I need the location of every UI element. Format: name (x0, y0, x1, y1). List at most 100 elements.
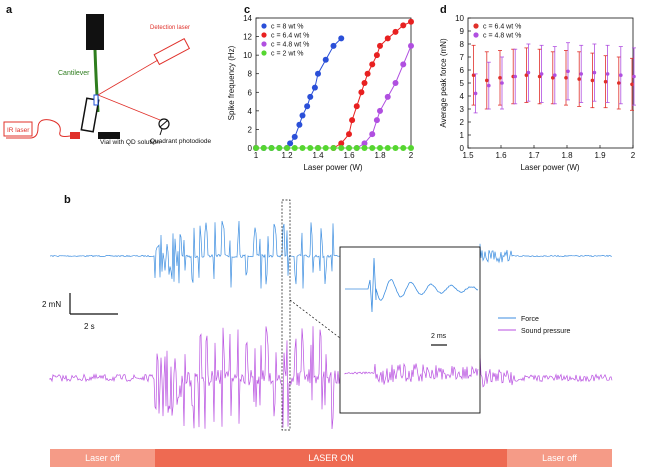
data-point (369, 131, 376, 138)
data-point (400, 22, 407, 29)
data-point (291, 145, 298, 151)
inset-sound-trace (344, 362, 479, 385)
data-point (392, 145, 399, 151)
data-point (408, 18, 414, 25)
data-point (361, 80, 368, 86)
cantilever-mount (86, 14, 104, 50)
data-point (619, 73, 623, 77)
x-tick-label: 1.4 (312, 151, 324, 160)
inset-box (339, 246, 481, 414)
data-point (564, 76, 568, 80)
panel-label-c: c (244, 4, 250, 16)
zoom-window (281, 199, 291, 431)
photodiode-cross (159, 119, 169, 128)
data-point (353, 103, 360, 110)
scale-time-label: 2 s (84, 322, 95, 331)
data-point (369, 61, 376, 68)
data-point (307, 145, 314, 151)
y-tick-label: 10 (243, 51, 252, 60)
y-tick-label: 3 (460, 105, 465, 114)
series-0 (471, 44, 634, 111)
data-point (408, 42, 414, 49)
data-point (617, 81, 621, 85)
y-tick-label: 0 (248, 144, 253, 153)
data-point (592, 70, 597, 75)
cantilever-label: Cantilever (58, 70, 90, 77)
data-point (361, 145, 368, 151)
x-tick-label: 2 (631, 151, 636, 160)
x-tick-label: 1.8 (561, 151, 573, 160)
data-point (384, 145, 391, 151)
y-tick-label: 0 (460, 144, 465, 153)
y-tick-label: 8 (248, 70, 253, 79)
vial-label: Vial with QD solution (100, 139, 160, 146)
data-point (632, 74, 636, 79)
data-point (268, 145, 275, 151)
laser-on-bar: LASER ON (155, 449, 507, 467)
data-point (322, 145, 329, 151)
chart-d: Laser power (W) Average peak force (mN) … (439, 14, 636, 172)
ir-laser-box (3, 121, 33, 137)
data-point (630, 82, 634, 87)
y-tick-label: 1 (460, 131, 465, 140)
panel-label-b: b (64, 194, 71, 206)
laser-beam-out (97, 94, 161, 121)
x-tick-label: 1.9 (594, 151, 606, 160)
chart-d-legend: c = 6.4 wt % c = 4.8 wt % (473, 23, 521, 40)
inset-scale-label: 2 ms (431, 333, 447, 340)
legend-label: c = 8 wt % (271, 24, 303, 31)
data-point (291, 133, 298, 140)
fiber-connector (70, 132, 80, 139)
legend-marker (261, 32, 267, 38)
optical-fiber (6, 119, 71, 139)
data-point (369, 145, 376, 151)
y-tick-label: 8 (460, 40, 465, 49)
x-tick-label: 1.6 (343, 151, 355, 160)
chart-d-xlabel: Laser power (W) (520, 163, 579, 172)
y-tick-label: 5 (460, 79, 465, 88)
data-point (322, 56, 329, 63)
y-tick-label: 4 (248, 107, 253, 116)
data-point (338, 140, 345, 147)
data-point (287, 140, 294, 147)
legend-label: c = 2 wt % (271, 51, 303, 58)
data-point (353, 145, 360, 151)
chart-c-ylabel: Spike frequency (Hz) (227, 45, 236, 120)
data-point (315, 70, 321, 77)
y-tick-label: 10 (455, 14, 464, 23)
data-point (338, 145, 345, 151)
data-point (603, 79, 608, 84)
legend-sound-label: Sound pressure (521, 328, 571, 335)
data-point (377, 42, 383, 49)
chart-c: Laser power (W) Spike frequency (Hz) 1 1.… (227, 14, 414, 172)
ir-laser-label: IR laser (7, 127, 30, 134)
data-point (338, 35, 345, 42)
data-point (330, 42, 337, 49)
photodiode-stand (159, 128, 163, 136)
legend-label: c = 6.4 wt % (271, 33, 309, 40)
data-point (553, 73, 557, 77)
data-point (361, 140, 368, 147)
panel-label-a: a (6, 4, 13, 16)
data-point (384, 35, 391, 42)
data-point (524, 73, 529, 77)
data-point (526, 70, 531, 75)
legend-force-label: Force (521, 316, 539, 323)
x-tick-label: 1.6 (495, 151, 507, 160)
legend-marker (261, 50, 267, 56)
data-point (299, 112, 306, 119)
sound-trace (49, 326, 613, 430)
data-point (315, 145, 321, 151)
data-point (513, 74, 517, 79)
data-point (485, 78, 489, 83)
data-point (373, 117, 380, 124)
legend-marker (261, 23, 267, 29)
vial-icon (80, 97, 100, 133)
y-tick-label: 12 (243, 33, 252, 42)
vial-window (93, 94, 99, 106)
photodiode-icon (158, 118, 170, 130)
data-point (408, 145, 414, 151)
legend-marker (473, 32, 479, 38)
data-point (346, 145, 352, 151)
